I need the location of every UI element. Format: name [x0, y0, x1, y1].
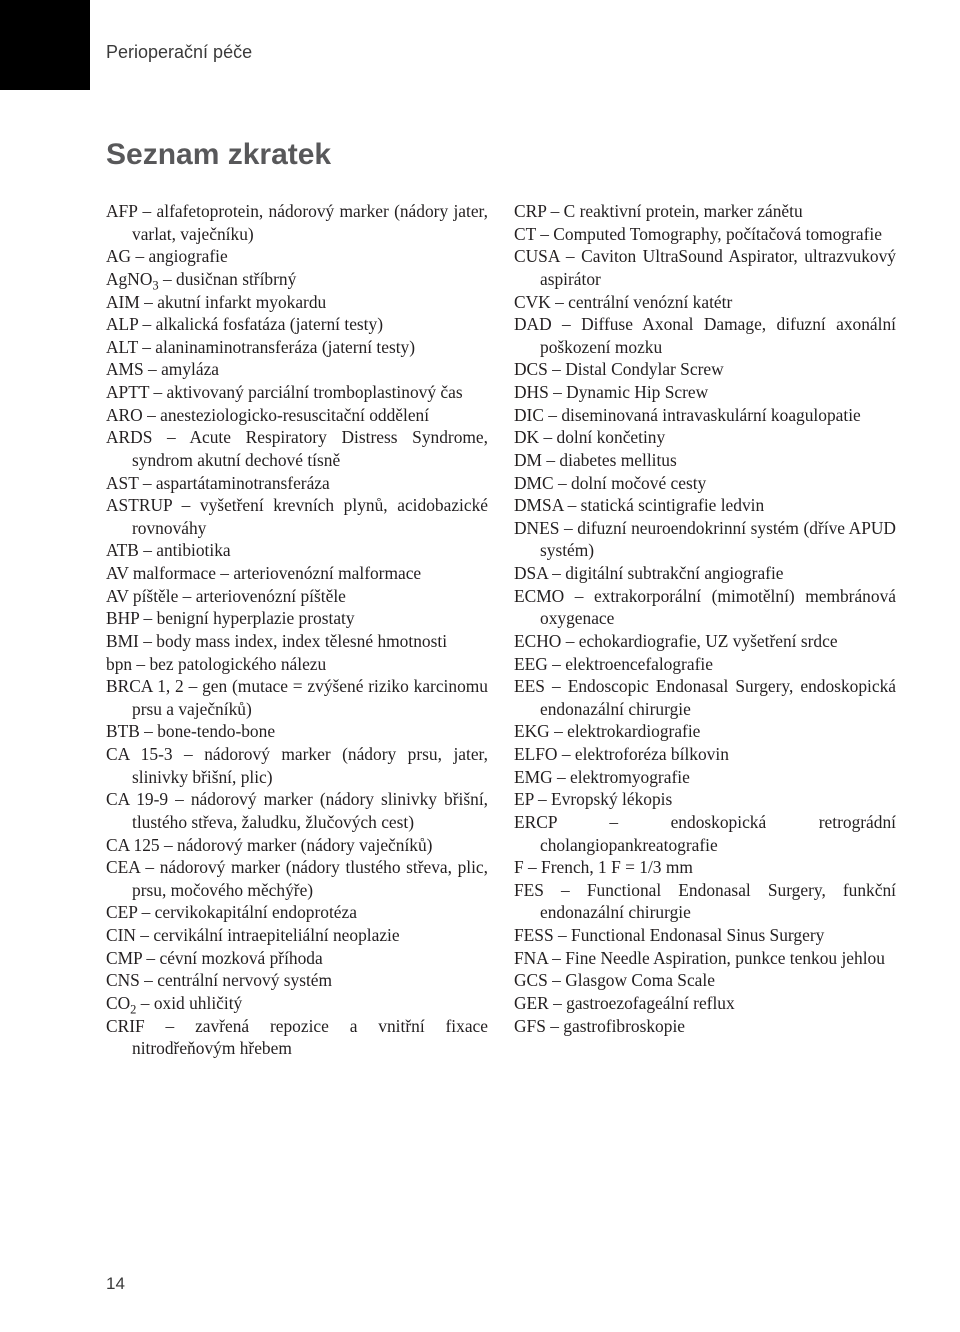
abbreviation-entry: ALP – alkalická fosfatáza (jaterní testy…	[106, 313, 488, 336]
abbreviation-entry: DSA – digitální subtrakční angiografie	[514, 562, 896, 585]
abbreviation-entry: bpn – bez patologického nálezu	[106, 653, 488, 676]
abbreviation-entry: AFP – alfafetoprotein, nádorový marker (…	[106, 200, 488, 245]
page-tab	[0, 0, 90, 90]
abbreviation-entry: CA 19-9 – nádorový marker (nádory sliniv…	[106, 788, 488, 833]
abbreviation-entry: DMSA – statická scintigrafie ledvin	[514, 494, 896, 517]
abbreviation-entry: BRCA 1, 2 – gen (mutace = zvýšené riziko…	[106, 675, 488, 720]
abbreviation-entry: CEA – nádorový marker (nádory tlustého s…	[106, 856, 488, 901]
abbreviation-list: AFP – alfafetoprotein, nádorový marker (…	[106, 200, 896, 1060]
abbreviation-entry: DHS – Dynamic Hip Screw	[514, 381, 896, 404]
abbreviation-entry: ARDS – Acute Respiratory Distress Syndro…	[106, 426, 488, 471]
abbreviation-entry: EP – Evropský lékopis	[514, 788, 896, 811]
abbreviation-entry: CIN – cervikální intraepiteliální neopla…	[106, 924, 488, 947]
abbreviation-entry: EKG – elektrokardiografie	[514, 720, 896, 743]
abbreviation-entry: AIM – akutní infarkt myokardu	[106, 291, 488, 314]
abbreviation-entry: CRP – C reaktivní protein, marker zánětu	[514, 200, 896, 223]
abbreviation-entry: BMI – body mass index, index tělesné hmo…	[106, 630, 488, 653]
abbreviation-entry: DAD – Diffuse Axonal Damage, difuzní axo…	[514, 313, 896, 358]
abbreviation-entry: AST – aspartátaminotransferáza	[106, 472, 488, 495]
abbreviation-entry: EMG – elektromyografie	[514, 766, 896, 789]
abbreviation-entry: GER – gastroezofageální reflux	[514, 992, 896, 1015]
abbreviation-entry: FES – Functional Endonasal Surgery, funk…	[514, 879, 896, 924]
abbreviation-entry: ECMO – extrakorporální (mimotělní) membr…	[514, 585, 896, 630]
abbreviation-entry: ARO – anesteziologicko-resuscitační oddě…	[106, 404, 488, 427]
abbreviation-entry: CA 15-3 – nádorový marker (nádory prsu, …	[106, 743, 488, 788]
abbreviation-entry: AMS – amyláza	[106, 358, 488, 381]
abbreviation-entry: DMC – dolní močové cesty	[514, 472, 896, 495]
page-title: Seznam zkratek	[106, 138, 896, 172]
abbreviation-entry: CEP – cervikokapitální endoprotéza	[106, 901, 488, 924]
abbreviation-entry: ECHO – echokardiografie, UZ vyšetření sr…	[514, 630, 896, 653]
abbreviation-entry: ELFO – elektroforéza bílkovin	[514, 743, 896, 766]
abbreviation-entry: AgNO3 – dusičnan stříbrný	[106, 268, 488, 291]
abbreviation-entry: DK – dolní končetiny	[514, 426, 896, 449]
abbreviation-entry: CMP – cévní mozková příhoda	[106, 947, 488, 970]
abbreviation-entry: EES – Endoscopic Endonasal Surgery, endo…	[514, 675, 896, 720]
abbreviation-entry: CT – Computed Tomography, počítačová tom…	[514, 223, 896, 246]
abbreviation-entry: F – French, 1 F = 1/3 mm	[514, 856, 896, 879]
abbreviation-entry: GCS – Glasgow Coma Scale	[514, 969, 896, 992]
abbreviation-entry: ERCP – endoskopická retrográdní cholangi…	[514, 811, 896, 856]
abbreviation-entry: DCS – Distal Condylar Screw	[514, 358, 896, 381]
abbreviation-entry: AG – angiografie	[106, 245, 488, 268]
abbreviation-entry: FNA – Fine Needle Aspiration, punkce ten…	[514, 947, 896, 970]
abbreviation-entry: DNES – difuzní neuroendokrinní systém (d…	[514, 517, 896, 562]
abbreviation-entry: GFS – gastrofibroskopie	[514, 1015, 896, 1038]
abbreviation-entry: BTB – bone-tendo-bone	[106, 720, 488, 743]
abbreviation-entry: CRIF – zavřená repozice a vnitřní fixace…	[106, 1015, 488, 1060]
abbreviation-entry: FESS – Functional Endonasal Sinus Surger…	[514, 924, 896, 947]
abbreviation-entry: AV píštěle – arteriovenózní píštěle	[106, 585, 488, 608]
abbreviation-entry: EEG – elektroencefalografie	[514, 653, 896, 676]
abbreviation-entry: APTT – aktivovaný parciální tromboplasti…	[106, 381, 488, 404]
abbreviation-entry: CVK – centrální venózní katétr	[514, 291, 896, 314]
abbreviation-entry: DIC – diseminovaná intravaskulární koagu…	[514, 404, 896, 427]
abbreviation-entry: CNS – centrální nervový systém	[106, 969, 488, 992]
abbreviation-entry: AV malformace – arteriovenózní malformac…	[106, 562, 488, 585]
abbreviation-entry: BHP – benigní hyperplazie prostaty	[106, 607, 488, 630]
running-header: Perioperační péče	[106, 42, 252, 63]
abbreviation-entry: ATB – antibiotika	[106, 539, 488, 562]
abbreviation-entry: CO2 – oxid uhličitý	[106, 992, 488, 1015]
abbreviation-entry: ALT – alaninaminotransferáza (jaterní te…	[106, 336, 488, 359]
abbreviation-entry: CA 125 – nádorový marker (nádory vaječní…	[106, 834, 488, 857]
abbreviation-entry: CUSA – Caviton UltraSound Aspirator, ult…	[514, 245, 896, 290]
page-number: 14	[106, 1274, 125, 1294]
abbreviation-entry: ASTRUP – vyšetření krevních plynů, acido…	[106, 494, 488, 539]
page-content: Seznam zkratek AFP – alfafetoprotein, ná…	[106, 138, 896, 1060]
abbreviation-entry: DM – diabetes mellitus	[514, 449, 896, 472]
